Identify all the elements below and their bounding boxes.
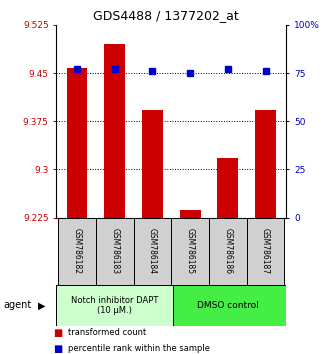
Bar bbox=[180, 210, 201, 218]
Text: ■: ■ bbox=[53, 344, 62, 354]
Text: GSM786185: GSM786185 bbox=[186, 228, 195, 274]
Bar bbox=[56, 285, 173, 326]
Text: percentile rank within the sample: percentile rank within the sample bbox=[68, 344, 210, 353]
Text: GSM786186: GSM786186 bbox=[223, 228, 232, 274]
Text: transformed count: transformed count bbox=[68, 328, 146, 337]
Text: DMSO control: DMSO control bbox=[197, 301, 259, 310]
Text: ▶: ▶ bbox=[38, 300, 46, 310]
Text: agent: agent bbox=[3, 300, 31, 310]
Text: ■: ■ bbox=[53, 328, 62, 338]
Text: Notch inhibitor DAPT
(10 μM.): Notch inhibitor DAPT (10 μM.) bbox=[71, 296, 159, 315]
Bar bbox=[209, 218, 247, 285]
Bar bbox=[67, 68, 87, 218]
Bar bbox=[96, 218, 134, 285]
Text: GSM786184: GSM786184 bbox=[148, 228, 157, 274]
Bar bbox=[134, 218, 171, 285]
Text: GDS4488 / 1377202_at: GDS4488 / 1377202_at bbox=[93, 9, 238, 22]
Bar bbox=[255, 110, 276, 218]
Bar bbox=[173, 285, 286, 326]
Bar bbox=[217, 158, 238, 218]
Text: GSM786182: GSM786182 bbox=[72, 228, 81, 274]
Bar bbox=[104, 44, 125, 218]
Bar bbox=[247, 218, 284, 285]
Bar bbox=[171, 218, 209, 285]
Text: GSM786183: GSM786183 bbox=[110, 228, 119, 274]
Bar bbox=[58, 218, 96, 285]
Text: GSM786187: GSM786187 bbox=[261, 228, 270, 274]
Bar bbox=[142, 110, 163, 218]
